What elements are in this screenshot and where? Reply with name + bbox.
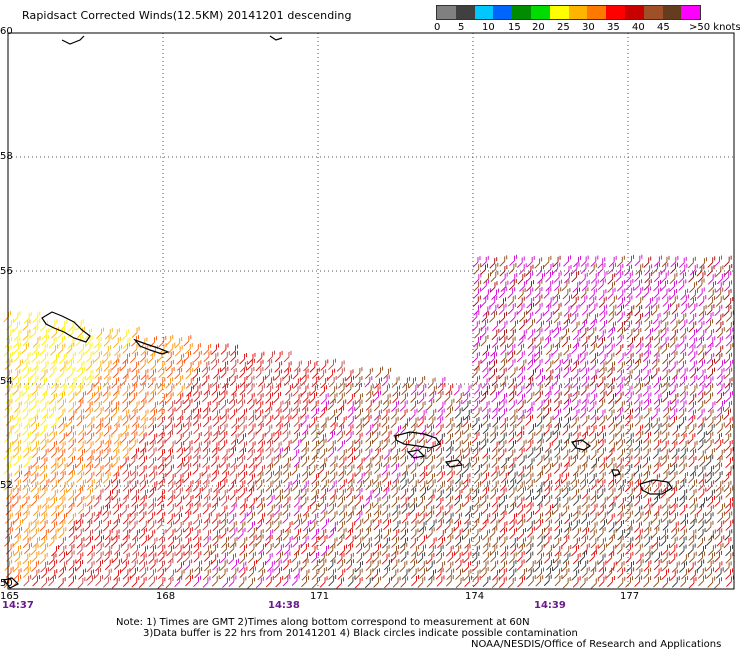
legend-swatch [530, 6, 550, 19]
legend-swatch [512, 6, 531, 19]
coastline-north [61, 35, 85, 45]
lon-label: 168 [156, 591, 176, 602]
legend-label: 20 [532, 22, 545, 33]
legend-label: 15 [508, 22, 521, 33]
wind-barb-group [4, 326, 194, 578]
coastline-rat-islands [611, 469, 621, 477]
legend-swatch [606, 6, 625, 19]
lat-label: 50 [0, 578, 13, 589]
legend-swatch [474, 6, 494, 19]
time-label: 14:39 [534, 600, 566, 611]
legend-label: 40 [632, 22, 645, 33]
lat-label: 54 [0, 376, 13, 387]
lon-label: 165 [0, 591, 20, 602]
lat-label: 60 [0, 26, 13, 37]
legend-swatch [587, 6, 607, 19]
legend-swatch [624, 6, 644, 19]
map-title: Rapidsact Corrected Winds(12.5KM) 201412… [22, 9, 352, 22]
lat-label: 56 [0, 266, 13, 277]
map-frame [7, 32, 735, 590]
coastline-kiska [571, 439, 592, 451]
legend-swatch [568, 6, 588, 19]
legend-swatch [681, 6, 701, 19]
coastline-semichi [444, 459, 464, 468]
legend-label: 45 [657, 22, 670, 33]
wind-barb-group [327, 399, 733, 589]
legend-swatch [437, 6, 456, 19]
legend-label: 25 [557, 22, 570, 33]
legend-labels: 0 5 10 15 20 25 30 35 40 45 >50 knots [434, 20, 740, 34]
wind-barb-group [32, 343, 734, 589]
coastline-attu-island [394, 431, 441, 449]
wind-barb-group [176, 255, 734, 589]
legend-label: 0 [434, 22, 441, 33]
coastline-north-2 [269, 35, 283, 41]
coastline-amchitka [639, 479, 673, 495]
note-line-2: 3)Data buffer is 22 hrs from 20141201 4)… [143, 628, 578, 639]
wind-barb-group [3, 311, 131, 475]
legend-swatch [493, 6, 513, 19]
legend-label: >50 knots [689, 22, 740, 33]
legend-label: 5 [458, 22, 465, 33]
note-line-1: Note: 1) Times are GMT 2)Times along bot… [116, 617, 530, 628]
legend-swatch [662, 6, 682, 19]
legend-color-bar [436, 5, 702, 20]
lat-label: 58 [0, 151, 13, 162]
legend-swatch [643, 6, 663, 19]
coastlines [2, 35, 673, 589]
legend-swatch [455, 6, 475, 19]
wind-barb-group [174, 254, 734, 589]
wind-barb-group [3, 335, 212, 589]
lon-label: 174 [465, 591, 485, 602]
legend-swatch [549, 6, 569, 19]
wind-barb-group [472, 255, 734, 420]
wind-speed-legend: 0 5 10 15 20 25 30 35 40 45 >50 knots [434, 5, 740, 34]
legend-label: 10 [482, 22, 495, 33]
wind-barb-group [3, 311, 122, 484]
lon-label: 177 [620, 591, 640, 602]
legend-label: 30 [582, 22, 595, 33]
lon-label: 171 [310, 591, 330, 602]
lat-label: 52 [0, 480, 13, 491]
legend-label: 35 [607, 22, 620, 33]
time-label: 14:37 [2, 600, 34, 611]
credit-line: NOAA/NESDIS/Office of Research and Appli… [471, 639, 722, 650]
wind-barbs [3, 254, 734, 589]
wind-barb-group [23, 350, 345, 589]
coastline-bering-island [41, 311, 91, 343]
coastline-medny-island [133, 338, 170, 355]
time-label: 14:38 [268, 600, 300, 611]
coastline-agattu-island [406, 449, 426, 459]
